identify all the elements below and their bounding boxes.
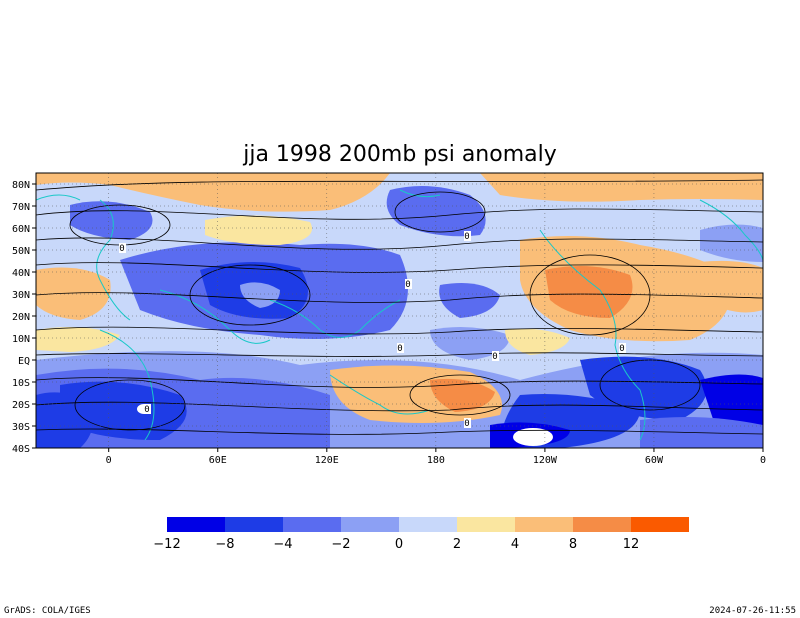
colorbar-swatch [631,517,689,532]
colorbar-tick-label: 4 [511,537,519,552]
colorbar-swatch [225,517,283,532]
contour-label: 0 [144,405,149,415]
lon-tick-label: 0 [106,455,112,466]
contour-label: 0 [619,344,624,354]
contour-labels: 0 0 0 0 0 0 0 0 [119,231,626,429]
shaded-anomaly-fields [36,173,763,448]
lat-tick-label: 60N [12,224,30,235]
lat-tick-label: 50N [12,246,30,257]
lat-tick-label: 20S [12,400,30,411]
lat-tick-label: 10S [12,378,30,389]
lat-tick-label: 70N [12,202,30,213]
contour-label-bg [144,404,151,414]
colorbar-swatch [341,517,399,532]
colorbar-swatch [399,517,457,532]
contour-label: 0 [464,419,469,429]
contour-label: 0 [464,232,469,242]
lat-tick-label: 20N [12,312,30,323]
lon-tick-label: 60E [209,455,227,466]
contour-label: 0 [119,244,124,254]
footer-right: 2024-07-26-11:55 [709,606,796,616]
colorbar-tick-label: 0 [395,537,403,552]
longitude-axis: 0 60E 120E 180 120W 60W 0 [106,448,766,466]
lon-tick-label: 120W [533,455,558,466]
colorbar-swatch [167,517,225,532]
lon-tick-label: 180 [427,455,445,466]
contour-label-bg [405,279,412,289]
lat-tick-label: 40S [12,444,30,455]
map-frame [35,172,764,449]
contour-label: 0 [397,344,402,354]
contour-label: 0 [492,352,497,362]
colorbar-swatch [573,517,631,532]
colorbar-swatch [457,517,515,532]
lon-tick-label: 60W [645,455,664,466]
contour-label-bg [492,351,499,361]
colorbar-tick-label: −2 [331,537,350,552]
colorbar-tick-label: −4 [273,537,292,552]
contour-label-bg [464,418,471,428]
footer-left: GrADS: COLA/IGES [4,606,91,616]
streamlines [36,179,763,435]
colorbar-tick-label: 12 [623,537,640,552]
map-panel [36,173,763,448]
lat-tick-label: EQ [18,356,30,367]
lat-tick-label: 30N [12,290,30,301]
colorbar-tick-label: 8 [569,537,577,552]
latitude-axis: 80N 70N 60N 50N 40N 30N 20N 10N EQ 10S 20S 30S 40S [12,180,36,455]
colorbar-tick-label: 2 [453,537,461,552]
coastlines [36,189,763,441]
lon-tick-label: 120E [315,455,339,466]
lat-tick-label: 40N [12,268,30,279]
colorbar: −12 −8 −4 −2 0 2 4 8 12 [153,517,689,552]
contour-label-bg [397,343,404,353]
colorbar-swatch [515,517,573,532]
contour-label: 0 [405,280,410,290]
lat-tick-label: 80N [12,180,30,191]
colorbar-tick-label: −8 [215,537,234,552]
colorbar-swatch [283,517,341,532]
colorbar-tick-label: −12 [153,537,180,552]
lat-tick-label: 10N [12,334,30,345]
contour-label-bg [619,343,626,353]
lon-tick-label: 0 [760,455,766,466]
map-title: jja 1998 200mb psi anomaly [242,142,557,167]
contour-label-bg [464,231,471,241]
lat-tick-label: 30S [12,422,30,433]
contour-label-bg [119,243,126,253]
